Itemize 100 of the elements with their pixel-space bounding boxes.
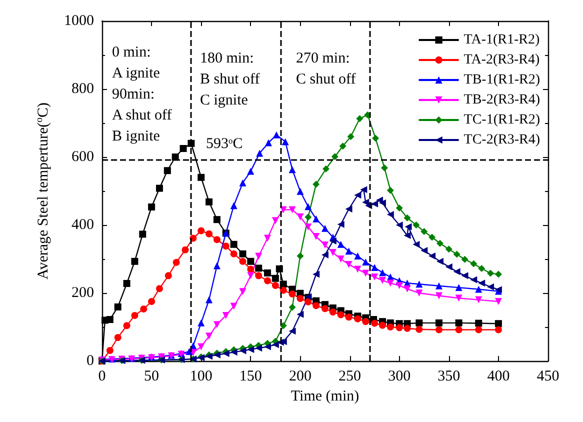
- point: [156, 285, 163, 292]
- point: [164, 167, 171, 174]
- point: [475, 326, 482, 334]
- point: [478, 280, 486, 287]
- point: [239, 179, 246, 186]
- point: [386, 280, 394, 287]
- point: [329, 249, 336, 256]
- point: [371, 264, 378, 271]
- point: [364, 111, 372, 118]
- point: [329, 237, 336, 244]
- point: [148, 203, 156, 210]
- point: [312, 215, 320, 222]
- point: [436, 258, 444, 265]
- point: [247, 168, 254, 175]
- y-tick-label: 1000: [64, 13, 94, 29]
- point: [288, 290, 296, 298]
- point: [255, 252, 262, 260]
- point: [475, 296, 482, 304]
- point: [416, 280, 423, 288]
- point: [312, 233, 320, 240]
- point: [264, 269, 272, 276]
- point: [345, 248, 352, 255]
- point: [304, 214, 312, 221]
- point: [230, 240, 238, 248]
- point: [345, 260, 352, 268]
- point: [213, 236, 220, 244]
- point: [378, 276, 386, 284]
- point: [322, 251, 328, 258]
- point: [288, 166, 296, 174]
- point: [296, 188, 304, 195]
- point: [106, 316, 114, 324]
- point: [331, 153, 338, 160]
- point: [371, 320, 378, 327]
- point: [453, 250, 460, 258]
- point: [123, 322, 130, 330]
- point: [206, 198, 213, 206]
- legend-label: TA-1(R1-R2): [464, 32, 540, 48]
- point: [186, 348, 193, 355]
- point: [347, 133, 354, 140]
- point: [123, 280, 130, 287]
- point: [304, 224, 312, 231]
- point: [337, 256, 344, 262]
- point: [282, 138, 289, 146]
- point: [487, 283, 494, 290]
- point: [478, 265, 486, 272]
- x-tick-label: 50: [144, 368, 160, 384]
- point: [420, 228, 428, 235]
- point: [396, 282, 403, 290]
- point: [337, 220, 344, 228]
- point: [436, 240, 444, 247]
- point: [339, 142, 346, 150]
- point: [453, 268, 460, 276]
- point: [230, 348, 238, 356]
- point: [337, 311, 344, 318]
- point: [230, 302, 238, 310]
- point: [475, 320, 482, 327]
- point: [356, 115, 364, 122]
- point: [494, 326, 502, 334]
- point: [131, 258, 138, 265]
- point: [114, 334, 122, 342]
- point: [272, 341, 279, 348]
- x-tick-label: 350: [438, 368, 460, 384]
- point: [396, 324, 403, 332]
- point: [362, 198, 370, 206]
- point: [139, 230, 146, 238]
- legend-label: TC-1(R1-R2): [464, 112, 540, 128]
- legend-label: TB-1(R1-R2): [464, 72, 540, 88]
- point: [362, 318, 370, 326]
- point: [455, 284, 462, 292]
- point: [288, 304, 296, 311]
- point: [156, 184, 163, 192]
- point: [404, 232, 411, 240]
- point: [256, 150, 264, 157]
- point: [239, 258, 246, 265]
- y-tick-label: 600: [72, 149, 94, 165]
- x-tick-label: 0: [98, 368, 106, 384]
- x-tick-label: 400: [487, 368, 510, 384]
- point: [272, 217, 279, 224]
- point: [322, 165, 330, 172]
- point: [148, 298, 156, 305]
- point: [386, 210, 394, 218]
- point: [239, 347, 246, 354]
- point: [435, 319, 442, 326]
- x-tick-label: 100: [190, 368, 212, 384]
- point: [378, 322, 386, 329]
- point: [272, 131, 280, 138]
- point: [455, 326, 462, 334]
- point: [198, 174, 205, 181]
- point: [222, 242, 230, 250]
- point: [354, 266, 362, 273]
- point: [354, 315, 362, 322]
- point: [198, 319, 205, 326]
- point: [264, 343, 272, 350]
- point: [247, 272, 254, 280]
- point: [304, 298, 312, 306]
- point: [264, 277, 272, 284]
- point: [416, 326, 423, 333]
- annotation: 180 min: B shut off C ignite: [200, 50, 260, 108]
- legend-label: TB-2(R3-R4): [464, 92, 540, 108]
- point: [288, 328, 296, 335]
